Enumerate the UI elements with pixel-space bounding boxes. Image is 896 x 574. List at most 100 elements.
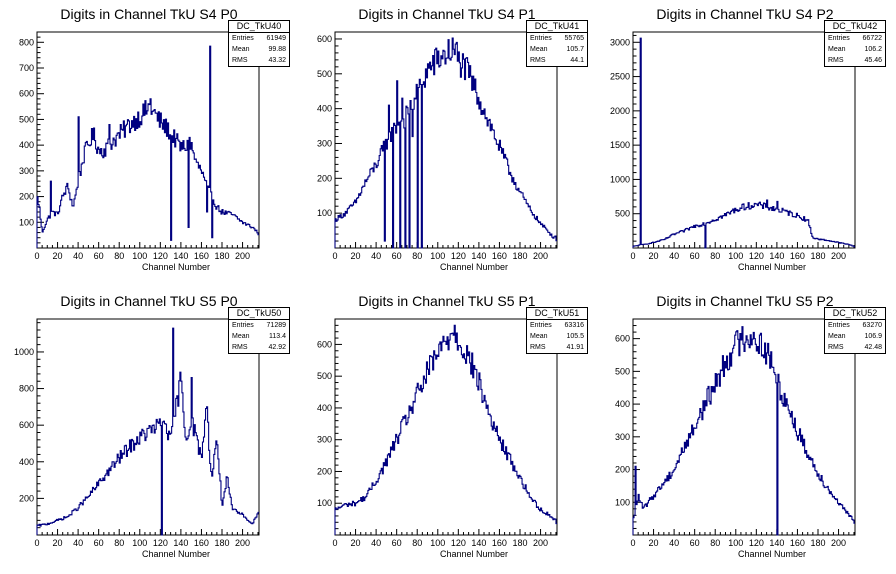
- stats-label: Entries: [232, 35, 254, 42]
- stats-histogram-name: DC_TkU41: [527, 21, 587, 33]
- x-tick-label: 160: [492, 251, 507, 261]
- stats-label: Mean: [530, 333, 548, 340]
- stats-row-rms: RMS 45.46: [825, 55, 885, 66]
- stats-row-entries: Entries 55765: [527, 33, 587, 44]
- stats-row-rms: RMS 41.91: [527, 342, 587, 353]
- y-tick-label: 100: [317, 208, 332, 218]
- x-tick-label: 180: [810, 251, 825, 261]
- y-tick-label: 700: [19, 63, 34, 73]
- x-tick-label: 40: [73, 251, 83, 261]
- x-tick-label: 140: [769, 538, 784, 548]
- x-tick-label: 0: [630, 251, 635, 261]
- x-tick-label: 80: [114, 251, 124, 261]
- x-tick-label: 120: [749, 251, 764, 261]
- y-tick-label: 300: [317, 138, 332, 148]
- chart-title: Digits in Channel TkU S5 P2: [656, 293, 834, 309]
- x-tick-label: 200: [235, 538, 250, 548]
- stats-value: 45.46: [864, 57, 882, 64]
- stats-label: Entries: [232, 322, 254, 329]
- histogram-panel-5: Digits in Channel TkU S5 P1 0 20 40 60 80 100 1…: [298, 287, 596, 574]
- x-tick-label: 160: [790, 538, 805, 548]
- x-tick-label: 40: [371, 538, 381, 548]
- chart-title: Digits in Channel TkU S5 P0: [60, 293, 238, 309]
- y-tick-label: 800: [19, 384, 34, 394]
- x-tick-label: 200: [533, 251, 548, 261]
- stats-label: RMS: [232, 344, 248, 351]
- y-tick-label: 500: [19, 114, 34, 124]
- stats-box: DC_TkU40 Entries 61949 Mean 99.88 RMS 43.32: [228, 20, 290, 67]
- y-tick-label: 500: [317, 371, 332, 381]
- x-tick-label: 40: [669, 538, 679, 548]
- x-tick-label: 100: [430, 251, 445, 261]
- y-tick-label: 600: [19, 89, 34, 99]
- y-tick-label: 100: [19, 217, 34, 227]
- x-tick-label: 20: [351, 538, 361, 548]
- histogram-plot: 0 20 40 60 80 100 120 140 160 180 200 200 400 600 800 1…: [14, 318, 260, 548]
- x-tick-label: 100: [132, 251, 147, 261]
- x-tick-label: 60: [392, 538, 402, 548]
- x-tick-label: 0: [630, 538, 635, 548]
- chart-title: Digits in Channel TkU S4 P1: [358, 6, 536, 22]
- histogram-panel-3: Digits in Channel TkU S4 P2 0 20 40 60 80 100 1…: [596, 0, 894, 287]
- x-axis-label: Channel Number: [439, 549, 509, 559]
- stats-value: 63316: [564, 322, 584, 329]
- histogram-line: [632, 326, 855, 536]
- stats-value: 106.2: [864, 46, 882, 53]
- y-tick-label: 300: [615, 432, 630, 442]
- stats-histogram-name: DC_TkU40: [229, 21, 289, 33]
- plot-frame: [632, 31, 856, 249]
- x-tick-label: 160: [790, 251, 805, 261]
- x-tick-label: 140: [471, 538, 486, 548]
- x-tick-label: 20: [53, 538, 63, 548]
- histogram-panel-4: Digits in Channel TkU S5 P0 0 20 40 60 80 100 1…: [0, 287, 298, 574]
- stats-label: Entries: [530, 35, 552, 42]
- x-tick-label: 40: [73, 538, 83, 548]
- stats-label: Mean: [232, 333, 250, 340]
- x-tick-label: 0: [332, 251, 337, 261]
- histogram-plot: 0 20 40 60 80 100 120 140 160 180 200 100 200 300 400 5…: [317, 318, 558, 548]
- histogram-panel-2: Digits in Channel TkU S4 P1 0 20 40 60 80 100 1…: [298, 0, 596, 287]
- histogram-panel-6: Digits in Channel TkU S5 P2 0 20 40 60 80 100 1…: [596, 287, 894, 574]
- x-tick-label: 120: [153, 538, 168, 548]
- y-tick-label: 200: [615, 465, 630, 475]
- y-tick-label: 500: [615, 209, 630, 219]
- stats-row-entries: Entries 63270: [825, 320, 885, 331]
- x-tick-label: 100: [132, 538, 147, 548]
- stats-box: DC_TkU42 Entries 66722 Mean 106.2 RMS 45.46: [824, 20, 886, 67]
- y-tick-label: 600: [19, 420, 34, 430]
- chart-title: Digits in Channel TkU S5 P1: [358, 293, 536, 309]
- y-tick-label: 200: [317, 466, 332, 476]
- stats-value: 99.88: [268, 46, 286, 53]
- stats-value: 66722: [862, 35, 882, 42]
- y-tick-label: 200: [19, 192, 34, 202]
- stats-histogram-name: DC_TkU52: [825, 308, 885, 320]
- stats-value: 55765: [564, 35, 584, 42]
- stats-row-entries: Entries 61949: [229, 33, 289, 44]
- stats-value: 61949: [266, 35, 286, 42]
- stats-histogram-name: DC_TkU50: [229, 308, 289, 320]
- x-tick-label: 60: [94, 538, 104, 548]
- stats-row-entries: Entries 71289: [229, 320, 289, 331]
- stats-row-entries: Entries 63316: [527, 320, 587, 331]
- x-tick-label: 80: [710, 538, 720, 548]
- x-tick-label: 120: [749, 538, 764, 548]
- stats-row-rms: RMS 43.32: [229, 55, 289, 66]
- y-tick-label: 3000: [610, 37, 630, 47]
- y-tick-label: 2000: [610, 106, 630, 116]
- stats-label: Entries: [828, 322, 850, 329]
- y-tick-label: 500: [317, 69, 332, 79]
- histogram-panel-1: Digits in Channel TkU S4 P0 0 20 40 60 80 100 1…: [0, 0, 298, 287]
- x-tick-label: 0: [34, 251, 39, 261]
- x-tick-label: 160: [492, 538, 507, 548]
- stats-label: Entries: [530, 322, 552, 329]
- stats-box: DC_TkU52 Entries 63270 Mean 106.9 RMS 42.48: [824, 307, 886, 354]
- x-axis-label: Channel Number: [141, 549, 211, 559]
- y-tick-label: 600: [317, 34, 332, 44]
- stats-row-rms: RMS 44.1: [527, 55, 587, 66]
- x-tick-label: 80: [114, 538, 124, 548]
- y-tick-label: 200: [317, 173, 332, 183]
- x-tick-label: 140: [471, 251, 486, 261]
- histogram-plot: 0 20 40 60 80 100 120 140 160 180 200 100 200 300 400 5…: [19, 31, 260, 261]
- x-tick-label: 40: [669, 251, 679, 261]
- y-tick-label: 300: [19, 166, 34, 176]
